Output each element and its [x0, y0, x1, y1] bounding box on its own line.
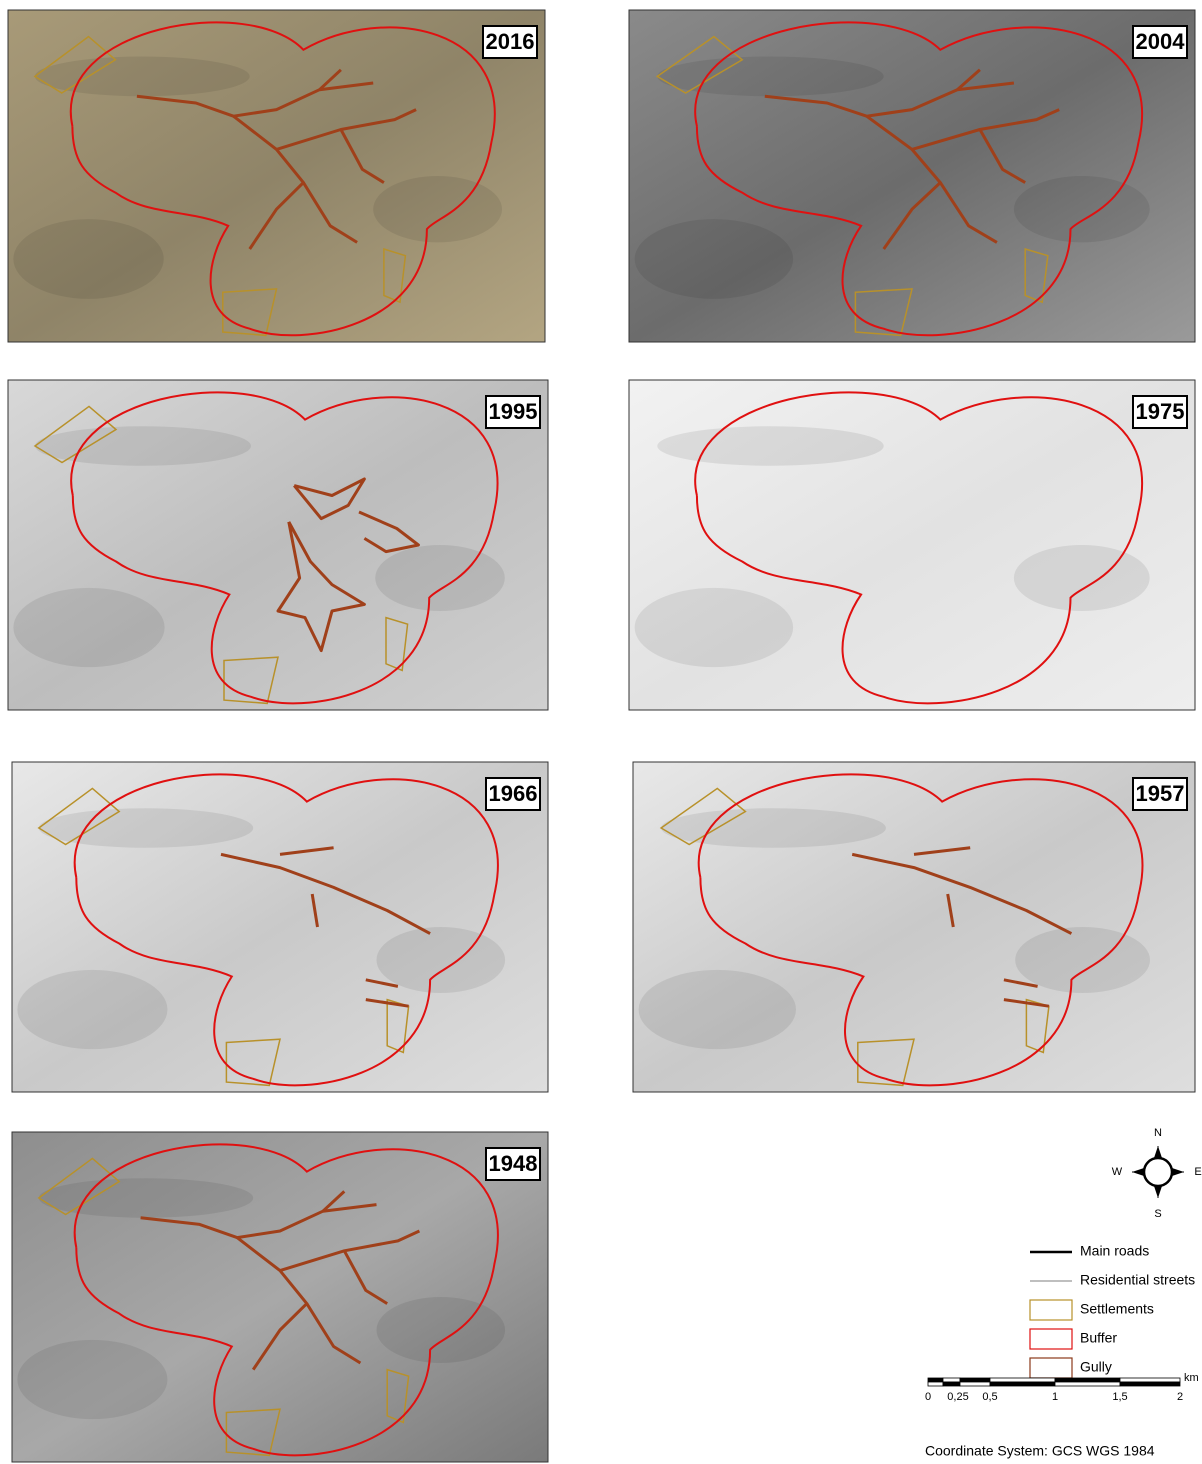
year-label: 1948	[489, 1151, 538, 1176]
scale-segment	[943, 1378, 960, 1382]
legend-label: Buffer	[1080, 1330, 1117, 1346]
terrain-shade	[635, 219, 793, 299]
year-label: 1995	[489, 399, 538, 424]
map-panel: 1948	[12, 1132, 548, 1462]
scale-segment	[960, 1378, 990, 1382]
terrain-shade	[13, 219, 163, 299]
terrain-shade	[17, 970, 167, 1049]
scale-label: 0,25	[947, 1391, 968, 1403]
scale-segment	[1120, 1378, 1180, 1382]
scale-segment	[928, 1382, 943, 1386]
scale-label: 1	[1052, 1391, 1058, 1403]
scale-segment	[928, 1378, 943, 1382]
terrain-shade	[373, 176, 502, 242]
legend-label: Residential streets	[1080, 1272, 1195, 1288]
terrain-shade	[1014, 176, 1150, 242]
terrain-shade	[1014, 545, 1150, 611]
legend-symbol	[1030, 1358, 1072, 1378]
compass-label: S	[1154, 1208, 1161, 1220]
scale-label: 0	[925, 1391, 931, 1403]
year-label: 1975	[1136, 399, 1185, 424]
scale-segment	[1120, 1382, 1180, 1386]
terrain-shade	[375, 545, 505, 611]
scale-segment	[990, 1382, 1055, 1386]
terrain-shade	[376, 927, 505, 993]
year-label: 2016	[486, 29, 535, 54]
year-label: 2004	[1136, 29, 1186, 54]
terrain-shade	[13, 588, 164, 667]
map-panel: 1975	[629, 380, 1195, 710]
scale-segment	[1055, 1378, 1120, 1382]
compass-label: N	[1154, 1127, 1162, 1139]
scale-segment	[960, 1382, 990, 1386]
scale-unit: km	[1184, 1372, 1199, 1384]
map-panel: 1966	[12, 762, 548, 1092]
scale-segment	[990, 1378, 1055, 1382]
legend-label: Main roads	[1080, 1243, 1149, 1259]
terrain-shade	[1015, 927, 1150, 993]
figure: 2016 2004 1995 1975 1966 1957 1948 N S W E Main roa…	[0, 0, 1202, 1464]
terrain-shade	[17, 1340, 167, 1419]
map-panel: 2016	[8, 10, 545, 342]
scale-label: 1,5	[1112, 1391, 1127, 1403]
legend-symbol	[1030, 1300, 1072, 1320]
legend-symbol	[1030, 1329, 1072, 1349]
scale-segment	[1055, 1382, 1120, 1386]
compass-label: W	[1112, 1166, 1123, 1178]
scale-label: 0,5	[982, 1391, 997, 1403]
year-label: 1966	[489, 781, 538, 806]
scale-segment	[943, 1382, 960, 1386]
year-label: 1957	[1136, 781, 1185, 806]
map-panel: 1995	[8, 380, 548, 710]
legend-label: Gully	[1080, 1359, 1112, 1375]
terrain-shade	[376, 1297, 505, 1363]
map-panel: 1957	[633, 762, 1195, 1092]
compass-rose	[1132, 1146, 1184, 1198]
terrain-shade	[635, 588, 793, 667]
legend-label: Settlements	[1080, 1301, 1154, 1317]
map-panel: 2004	[629, 10, 1195, 342]
compass-label: E	[1194, 1166, 1201, 1178]
terrain-shade	[657, 426, 883, 466]
coordinate-system: Coordinate System: GCS WGS 1984	[925, 1443, 1155, 1459]
scale-label: 2	[1177, 1391, 1183, 1403]
terrain-shade	[639, 970, 796, 1049]
